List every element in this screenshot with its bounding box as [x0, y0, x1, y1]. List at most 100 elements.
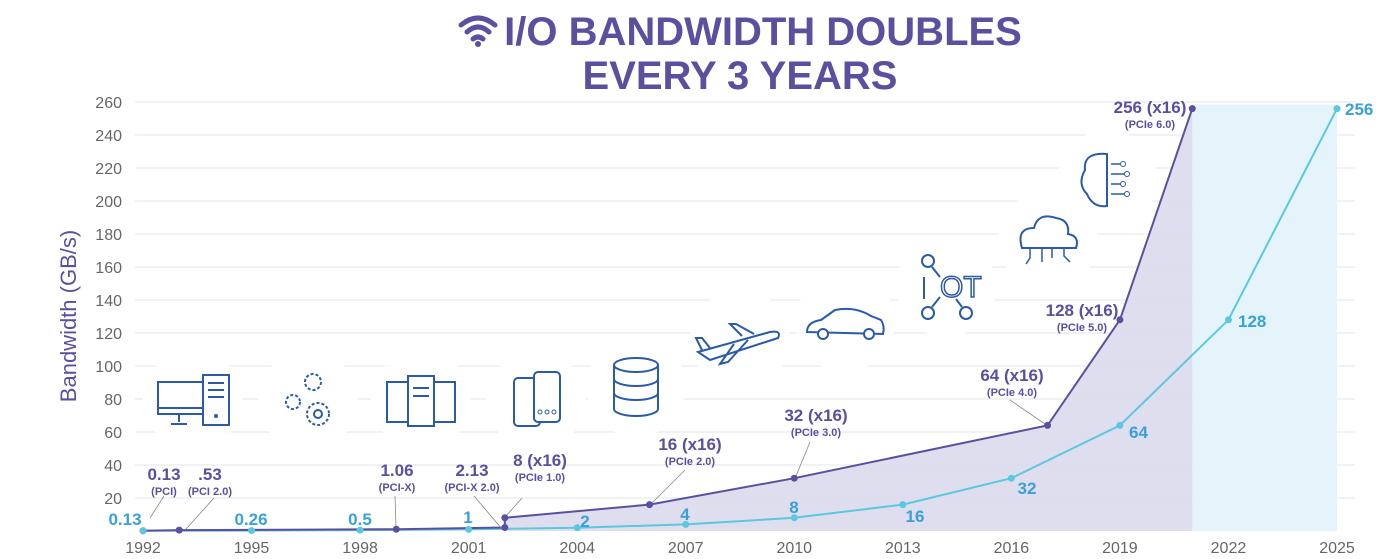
data-label-purple: 2.13 [455, 461, 488, 480]
data-label-cyan: 128 [1238, 312, 1266, 331]
data-label-cyan: 4 [680, 505, 690, 524]
database-icon [613, 357, 659, 417]
desktop-computer-icon [157, 374, 230, 426]
mobile-devices-icon [513, 371, 561, 427]
data-label-purple: 64 (x16) [980, 366, 1043, 385]
data-sublabel-purple: (PCIe 6.0) [1125, 119, 1175, 131]
x-tick-label: 1995 [234, 540, 270, 557]
data-sublabel-purple: (PCIe 1.0) [515, 472, 565, 484]
leader-line [505, 497, 523, 517]
y-tick-label: 240 [95, 128, 122, 145]
wifi-icon [458, 15, 498, 47]
data-sublabel-purple: (PCIe 5.0) [1057, 322, 1107, 334]
y-tick-label: 140 [95, 293, 122, 310]
data-label-purple: 1.06 [380, 461, 413, 480]
title-text-1: I/O BANDWIDTH DOUBLES [504, 10, 1022, 54]
data-sublabel-purple: (PCI) [151, 486, 177, 498]
data-point-cyan [1224, 316, 1232, 324]
x-tick-label: 2022 [1211, 540, 1247, 557]
data-sublabel-purple: (PCI-X 2.0) [444, 482, 499, 494]
data-point-purple [1116, 316, 1124, 324]
data-label-cyan: 1 [463, 508, 472, 527]
data-point-purple [501, 523, 509, 531]
data-label-cyan: 0.26 [234, 510, 267, 529]
leader-line [795, 441, 811, 477]
data-label-cyan: 16 [906, 507, 925, 526]
data-label-purple: 16 (x16) [658, 435, 721, 454]
data-sublabel-purple: (PCI 2.0) [188, 486, 232, 498]
title-line-2: EVERY 3 YEARS [582, 54, 898, 98]
data-label-cyan: 2 [580, 512, 589, 531]
servers-icon [386, 375, 456, 427]
data-sublabel-purple: (PCI-X) [379, 482, 416, 494]
data-point-cyan [1333, 105, 1341, 113]
data-point-purple [646, 501, 654, 509]
y-tick-label: 180 [95, 227, 122, 244]
ai-brain-icon [1080, 152, 1130, 208]
airplane-icon [694, 323, 780, 366]
x-tick-label: 1998 [342, 540, 378, 557]
data-point-purple [175, 526, 183, 534]
data-point-cyan [1007, 474, 1015, 482]
y-tick-label: 60 [104, 425, 122, 442]
car-icon [805, 307, 885, 340]
iot-icon: OT [921, 254, 982, 320]
data-point-cyan [248, 527, 256, 535]
y-axis-label: Bandwidth (GB/s) [56, 230, 81, 402]
y-tick-label: 80 [104, 392, 122, 409]
data-point-cyan [682, 520, 690, 528]
data-point-cyan [465, 525, 473, 533]
icon-bubble [258, 350, 358, 450]
data-label-cyan: 32 [1018, 479, 1037, 498]
data-label-cyan: 0.5 [348, 510, 372, 529]
x-tick-label: 1992 [125, 540, 161, 557]
y-tick-label: 220 [95, 161, 122, 178]
x-tick-label: 2019 [1102, 540, 1138, 557]
leader-line [185, 497, 215, 530]
y-tick-label: 120 [95, 326, 122, 343]
data-label-purple: 256 (x16) [1114, 98, 1187, 117]
data-label-purple: 32 (x16) [784, 406, 847, 425]
x-tick-label: 2025 [1319, 540, 1355, 557]
x-tick-label: 2016 [994, 540, 1030, 557]
title-line-1: I/O BANDWIDTH DOUBLES [0, 12, 1393, 52]
x-tick-label: 2001 [451, 540, 487, 557]
leader-line [473, 495, 503, 530]
leader-line [651, 469, 686, 504]
data-label-cyan: 0.13 [108, 510, 141, 529]
svg-text:OT: OT [940, 271, 982, 304]
y-tick-label: 20 [104, 491, 122, 508]
data-point-purple [501, 514, 509, 522]
y-tick-label: 260 [95, 95, 122, 112]
leader-line [149, 495, 165, 519]
data-point-purple [790, 474, 798, 482]
data-point-cyan [1116, 421, 1124, 429]
data-point-cyan [790, 514, 798, 522]
data-sublabel-purple: (PCIe 2.0) [665, 456, 715, 468]
data-point-purple [392, 525, 400, 533]
data-point-cyan [356, 526, 364, 534]
y-tick-label: 40 [104, 458, 122, 475]
icon-bubble [795, 272, 895, 372]
data-label-purple: .53 [198, 465, 222, 484]
data-sublabel-purple: (PCIe 4.0) [987, 387, 1037, 399]
cyan-area-fill [1192, 104, 1337, 531]
x-tick-label: 2010 [776, 540, 812, 557]
leader-line [1009, 399, 1046, 425]
cloud-network-icon [1019, 215, 1078, 265]
data-point-cyan [899, 501, 907, 509]
data-label-purple: 0.13 [147, 465, 180, 484]
x-tick-label: 2004 [559, 540, 595, 557]
data-label-cyan: 8 [789, 498, 798, 517]
series-line-purple [142, 108, 1194, 532]
data-sublabel-purple: (PCIe 3.0) [791, 427, 841, 439]
gears-icon [285, 373, 330, 426]
data-label-cyan: 64 [1129, 423, 1148, 442]
y-tick-label: 160 [95, 260, 122, 277]
data-point-cyan [139, 527, 147, 535]
data-label-purple: 128 (x16) [1046, 301, 1119, 320]
data-point-purple [1044, 421, 1052, 429]
data-label-purple: 8 (x16) [513, 451, 567, 470]
